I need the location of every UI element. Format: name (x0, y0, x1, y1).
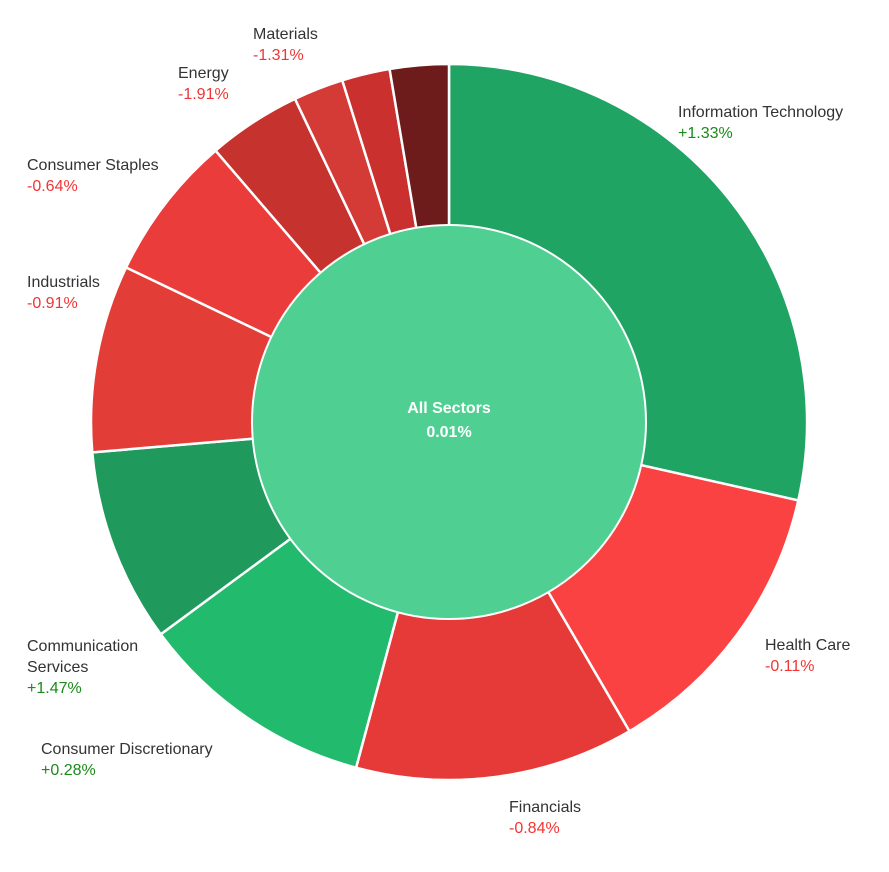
label-name: Health Care (765, 637, 851, 654)
label-change: -1.91% (178, 86, 229, 103)
label-industrials: Industrials -0.91% (27, 272, 100, 314)
label-change: +0.28% (41, 762, 96, 779)
label-energy: Energy -1.91% (178, 63, 229, 105)
label-materials: Materials -1.31% (253, 24, 318, 66)
label-health-care: Health Care -0.11% (765, 635, 850, 677)
label-change: -0.91% (27, 295, 78, 312)
label-name: Materials (253, 26, 318, 43)
label-financials: Financials -0.84% (509, 797, 581, 839)
sector-ring (89, 62, 809, 782)
label-consumer-staples: Consumer Staples -0.64% (27, 155, 159, 197)
label-name: Consumer Discretionary (41, 741, 213, 758)
label-consumer-discretionary: Consumer Discretionary +0.28% (41, 739, 213, 781)
label-change: -0.64% (27, 178, 78, 195)
center-change: 0.01% (426, 424, 472, 441)
center-title: All Sectors (407, 400, 491, 417)
label-name: Communication Services (27, 638, 139, 676)
center-circle[interactable] (251, 224, 647, 620)
label-name: Energy (178, 65, 229, 82)
label-change: +1.47% (27, 680, 82, 697)
label-change: -1.31% (253, 47, 304, 64)
center-label: All Sectors 0.01% (349, 397, 549, 445)
label-name: Financials (509, 799, 582, 816)
label-name: Consumer Staples (27, 157, 159, 174)
label-change: +1.33% (678, 125, 733, 142)
label-communication-services: Communication Services +1.47% (27, 636, 167, 699)
label-change: -0.84% (509, 820, 560, 837)
label-name: Industrials (27, 274, 100, 291)
label-name: Information Technology (678, 104, 844, 121)
label-change: -0.11% (765, 658, 815, 675)
label-information-technology: Information Technology +1.33% (678, 102, 843, 144)
